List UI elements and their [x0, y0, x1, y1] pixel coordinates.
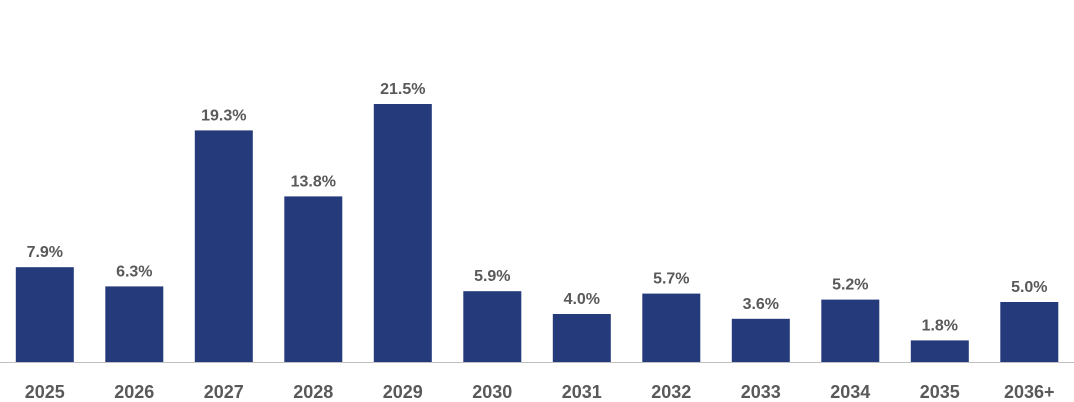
value-label-2032: 5.7%	[653, 271, 689, 288]
value-label-2026: 6.3%	[116, 263, 152, 280]
category-labels-group: 2025 2026 2027 2028 2029 2030 2031 2032 2033 2034…	[25, 382, 1055, 402]
value-label-2034: 5.2%	[832, 277, 868, 294]
bar-2028	[284, 196, 343, 362]
value-label-2027: 19.3%	[201, 107, 246, 124]
value-label-2025: 7.9%	[27, 244, 63, 261]
bar-2031	[552, 314, 611, 362]
category-label-2030: 2030	[472, 382, 512, 402]
bars-group	[15, 104, 1059, 362]
category-label-2031: 2031	[562, 382, 602, 402]
value-label-2036+: 5.0%	[1011, 279, 1047, 296]
value-label-2031: 4.0%	[564, 291, 600, 308]
bar-2026	[105, 286, 164, 362]
category-label-2033: 2033	[741, 382, 781, 402]
value-label-2030: 5.9%	[474, 268, 510, 285]
bar-2029	[373, 104, 432, 362]
bar-2036+	[1000, 302, 1059, 362]
value-label-2035: 1.8%	[922, 317, 958, 334]
category-label-2032: 2032	[651, 382, 691, 402]
category-label-2035: 2035	[920, 382, 960, 402]
category-label-2028: 2028	[293, 382, 333, 402]
category-label-2036+: 2036+	[1004, 382, 1055, 402]
bar-2025	[15, 267, 74, 362]
value-labels-group: 7.9% 6.3% 19.3% 13.8% 21.5% 5.9% 4.0% 5.7% 3.6% 5…	[27, 81, 1048, 334]
bar-2035	[910, 340, 969, 362]
category-label-2034: 2034	[830, 382, 870, 402]
value-label-2033: 3.6%	[743, 296, 779, 313]
category-label-2029: 2029	[383, 382, 423, 402]
bar-2033	[731, 318, 790, 362]
bar-2030	[463, 291, 522, 362]
category-label-2025: 2025	[25, 382, 65, 402]
category-label-2027: 2027	[204, 382, 244, 402]
bar-2032	[642, 293, 701, 362]
bar-2027	[194, 130, 253, 362]
value-label-2029: 21.5%	[380, 81, 425, 98]
bar-2034	[821, 299, 880, 362]
value-label-2028: 13.8%	[291, 173, 336, 190]
category-label-2026: 2026	[114, 382, 154, 402]
